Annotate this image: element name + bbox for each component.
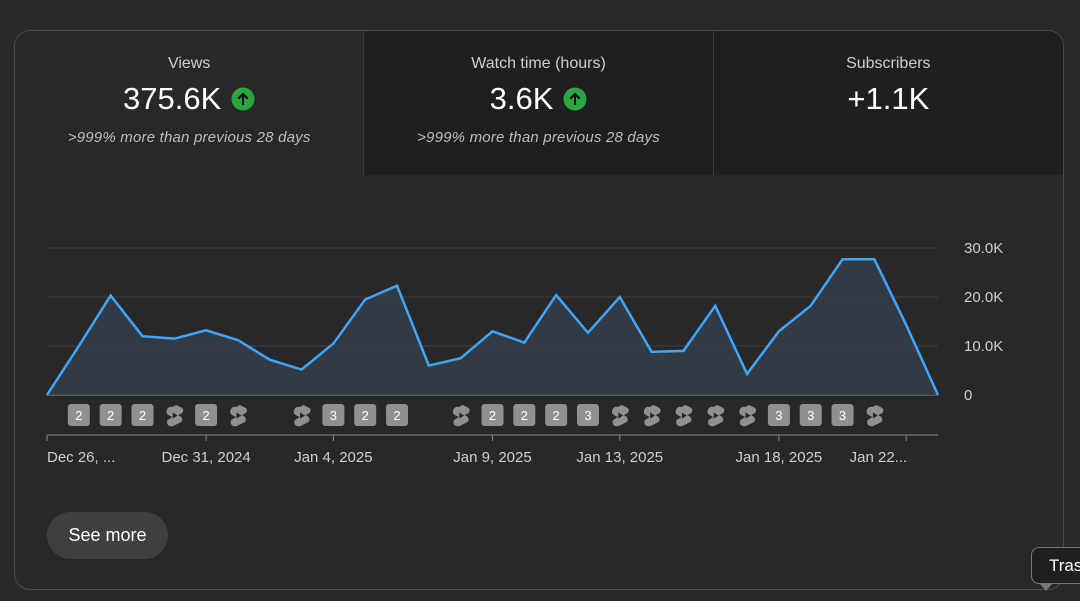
data-point bbox=[682, 349, 685, 352]
data-point bbox=[650, 350, 653, 353]
shorts-icon bbox=[866, 405, 884, 427]
x-tick-label: Dec 31, 2024 bbox=[161, 449, 250, 466]
y-tick-label: 0 bbox=[964, 387, 972, 404]
upload-count-badge bbox=[195, 404, 218, 426]
metric-label: Views bbox=[167, 55, 211, 72]
data-point bbox=[905, 323, 908, 326]
data-point bbox=[236, 339, 239, 342]
upload-count-text: 2 bbox=[362, 408, 369, 423]
shorts-icon bbox=[675, 405, 693, 427]
data-point bbox=[523, 341, 526, 344]
upload-count-badge bbox=[513, 404, 536, 426]
upload-count-text: 3 bbox=[775, 408, 782, 423]
metric-tabs: Views 375.6K >999% more than previous 28… bbox=[15, 31, 1063, 175]
tooltip: Tras bbox=[1031, 547, 1080, 584]
data-point bbox=[396, 284, 399, 287]
x-tick-label: Jan 9, 2025 bbox=[453, 449, 531, 466]
see-more-button[interactable]: See more bbox=[47, 512, 168, 559]
upload-count-text: 2 bbox=[202, 408, 209, 423]
x-tick-label: Jan 22... bbox=[850, 449, 908, 466]
data-point bbox=[268, 358, 271, 361]
data-point bbox=[714, 304, 717, 307]
upload-count-text: 2 bbox=[107, 408, 114, 423]
data-point bbox=[491, 330, 494, 333]
upload-count-text: 3 bbox=[839, 408, 846, 423]
series-area bbox=[47, 259, 938, 395]
data-point bbox=[841, 258, 844, 261]
views-chart: 0 10.0K 20.0K 30.0K 2 2 2 2 3 2 2 2 2 2 3 3 3 3 Dec 26, ..… bbox=[45, 240, 1003, 466]
metric-label: Watch time (hours) bbox=[471, 55, 606, 72]
metric-tab-views[interactable]: Views 375.6K >999% more than previous 28… bbox=[15, 31, 365, 175]
metric-tab-watch-time[interactable]: Watch time (hours) 3.6K >999% more than … bbox=[364, 31, 714, 175]
metric-comparison: >999% more than previous 28 days bbox=[417, 129, 660, 146]
upload-count-badge bbox=[576, 404, 599, 426]
metric-value: 3.6K bbox=[489, 81, 554, 116]
data-point bbox=[141, 335, 144, 338]
shorts-icon bbox=[230, 405, 247, 427]
upload-count-text: 3 bbox=[807, 408, 814, 423]
data-point bbox=[46, 394, 49, 397]
data-point bbox=[555, 294, 558, 297]
data-point bbox=[332, 342, 335, 345]
shorts-icon bbox=[452, 405, 470, 427]
data-point bbox=[586, 331, 589, 334]
upload-count-badge bbox=[545, 404, 568, 426]
upload-count-badge bbox=[131, 404, 154, 426]
series-line bbox=[45, 258, 940, 396]
upload-count-text: 3 bbox=[330, 408, 337, 423]
tooltip-tail bbox=[1040, 584, 1052, 591]
upload-count-badge bbox=[481, 404, 504, 426]
metric-comparison: >999% more than previous 28 days bbox=[67, 129, 311, 146]
x-tick-label: Jan 4, 2025 bbox=[294, 449, 372, 466]
x-tick-label: Jan 13, 2025 bbox=[576, 449, 663, 466]
upload-count-text: 2 bbox=[553, 408, 560, 423]
metric-value: 375.6K bbox=[123, 81, 222, 116]
shorts-icon bbox=[739, 405, 757, 427]
data-point bbox=[618, 296, 621, 299]
upload-count-text: 2 bbox=[75, 408, 82, 423]
shorts-icon bbox=[166, 405, 184, 427]
data-point bbox=[873, 258, 876, 261]
data-point bbox=[459, 357, 462, 360]
shorts-icon bbox=[707, 405, 725, 427]
upload-count-text: 2 bbox=[489, 408, 496, 423]
upload-count-badge bbox=[767, 404, 790, 426]
upload-count-text: 2 bbox=[393, 408, 400, 423]
metric-value: +1.1K bbox=[847, 81, 930, 116]
upload-count-badge bbox=[831, 404, 854, 426]
upload-count-badge bbox=[99, 404, 122, 426]
analytics-card: Views 375.6K >999% more than previous 28… bbox=[14, 30, 1064, 590]
upload-count-badge bbox=[354, 404, 377, 426]
data-point bbox=[777, 330, 780, 333]
data-point bbox=[364, 298, 367, 301]
data-point bbox=[300, 368, 303, 371]
metric-tab-subscribers[interactable]: Subscribers +1.1K bbox=[713, 31, 1063, 175]
upload-count-badge bbox=[799, 404, 822, 426]
data-point bbox=[109, 294, 112, 297]
x-tick-label: Dec 26, ... bbox=[47, 449, 115, 466]
data-point bbox=[937, 394, 940, 397]
y-tick-label: 30.0K bbox=[964, 240, 1003, 257]
data-point bbox=[809, 304, 812, 307]
shorts-icon bbox=[293, 405, 311, 427]
upload-count-badge bbox=[322, 404, 345, 426]
upload-count-badge bbox=[67, 404, 90, 426]
shorts-icon bbox=[643, 405, 661, 427]
x-tick-label: Jan 18, 2025 bbox=[736, 449, 823, 466]
arrow-up-icon bbox=[231, 87, 255, 111]
data-point bbox=[173, 337, 176, 340]
y-tick-label: 10.0K bbox=[964, 338, 1003, 355]
upload-count-text: 3 bbox=[584, 408, 591, 423]
data-point bbox=[746, 372, 749, 375]
upload-count-text: 2 bbox=[139, 408, 146, 423]
data-point bbox=[77, 345, 80, 348]
shorts-icon bbox=[611, 405, 629, 427]
arrow-up-icon bbox=[563, 87, 587, 111]
y-tick-label: 20.0K bbox=[964, 289, 1003, 306]
data-point bbox=[427, 364, 430, 367]
upload-count-badge bbox=[386, 404, 409, 426]
metric-label: Subscribers bbox=[846, 55, 931, 72]
data-point bbox=[205, 329, 208, 332]
upload-count-text: 2 bbox=[521, 408, 528, 423]
